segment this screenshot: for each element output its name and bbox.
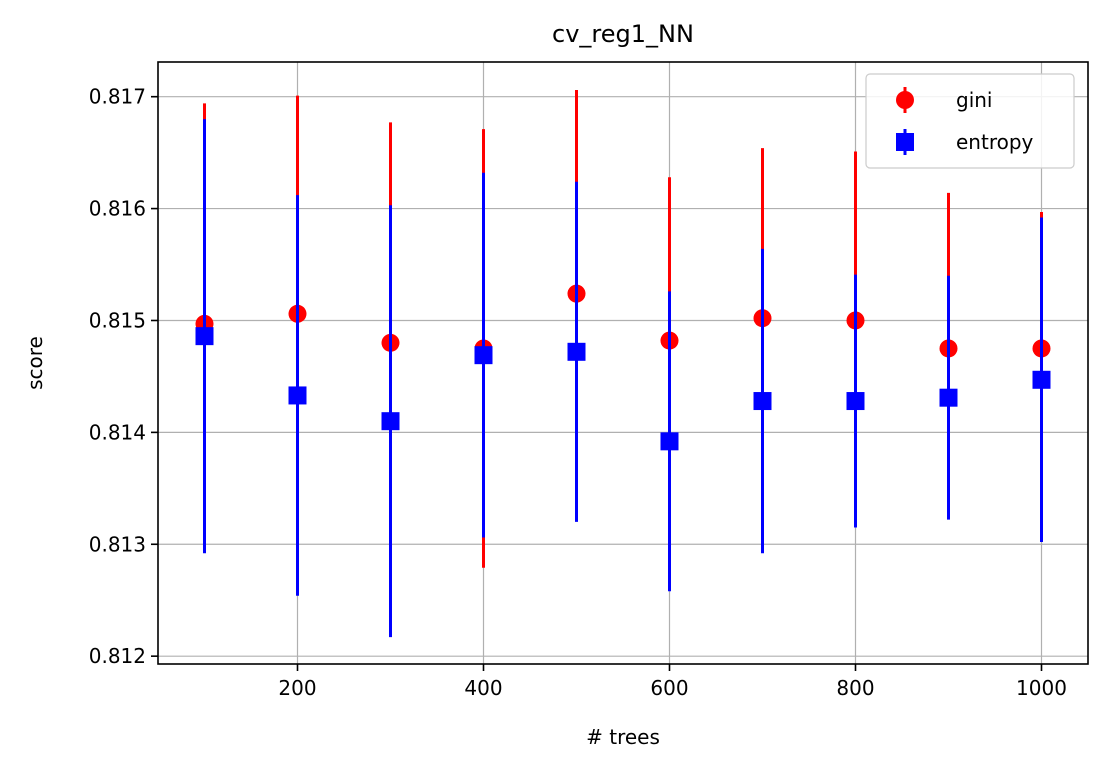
chart-title: cv_reg1_NN (552, 20, 694, 48)
legend-label: entropy (956, 130, 1034, 154)
x-tick-label: 600 (650, 676, 688, 700)
x-tick-label: 400 (464, 676, 502, 700)
legend-item-entropy: entropy (896, 129, 1034, 155)
data-point (381, 412, 400, 431)
legend-marker (896, 133, 914, 151)
legend-item-gini: gini (896, 87, 992, 113)
data-point (195, 327, 214, 346)
x-tick-label: 1000 (1016, 676, 1067, 700)
data-point (288, 386, 307, 405)
data-point (660, 432, 679, 451)
y-axis-label: score (23, 336, 47, 390)
legend-label: gini (956, 88, 992, 112)
plot-frame (157, 61, 1089, 665)
x-axis-label: # trees (586, 725, 660, 749)
legend: gini entropy (865, 73, 1075, 169)
y-tick-label: 0.815 (89, 308, 146, 332)
y-tick-label: 0.812 (89, 644, 146, 668)
legend-box (865, 73, 1075, 169)
y-tick-label: 0.814 (89, 420, 146, 444)
data-point (753, 392, 772, 411)
data-point (939, 388, 958, 407)
data-point (1032, 370, 1051, 389)
x-tick-label: 800 (836, 676, 874, 700)
data-point (474, 346, 493, 365)
legend-marker (896, 91, 914, 109)
tick-layer: 200 400 600 800 1000 0.812 0.813 0.814 0.815 0.81… (89, 85, 1067, 700)
data-point (846, 392, 865, 411)
series-entropy (195, 119, 1051, 638)
y-tick-label: 0.816 (89, 197, 146, 221)
x-tick-label: 200 (278, 676, 316, 700)
y-tick-label: 0.813 (89, 532, 146, 556)
series-layer (195, 89, 1051, 638)
y-tick-label: 0.817 (89, 85, 146, 109)
data-point (567, 342, 586, 361)
